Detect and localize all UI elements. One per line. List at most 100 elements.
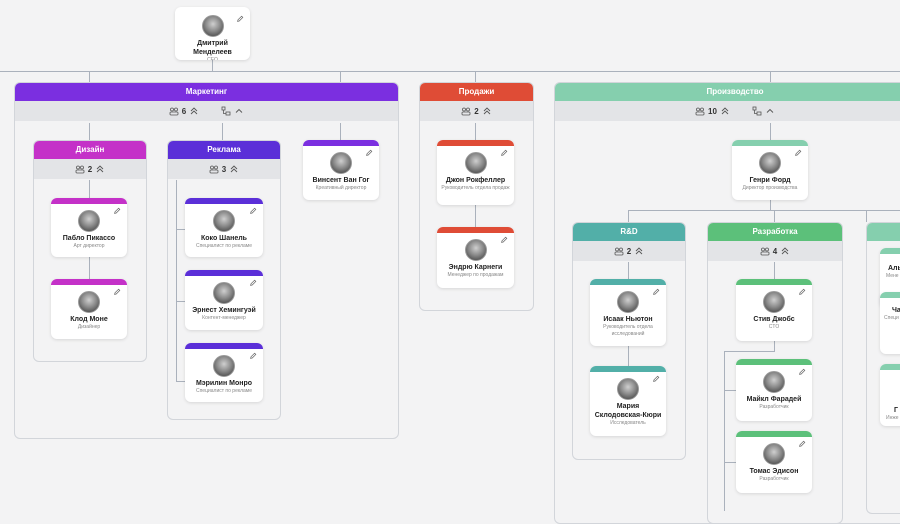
dept-header[interactable]: Реклама (168, 141, 280, 159)
employee-name: Мария Склодовская-Кюри (594, 403, 662, 419)
dept-header[interactable]: R&D (573, 223, 685, 241)
chevron-up-icon[interactable] (234, 106, 244, 116)
dept-header[interactable] (867, 223, 900, 241)
employee-role: Специалист по рекламе (195, 243, 253, 249)
avatar (759, 152, 781, 174)
avatar (617, 378, 639, 400)
employee-role: CTO (768, 324, 780, 330)
employee-name: Ча (892, 307, 900, 314)
avatar (763, 443, 785, 465)
dept-title: R&D (620, 227, 638, 236)
employee-name: Стив Джобс (753, 316, 795, 323)
employee-role: Контент-менеджер (202, 315, 246, 321)
members-count[interactable]: 10 (695, 106, 730, 116)
edit-pencil-icon[interactable] (365, 149, 373, 157)
employee-name: Томас Эдисон (749, 468, 799, 475)
collapse-double-chevron-icon[interactable] (720, 106, 730, 116)
employee-name: Мэрилин Монро (195, 380, 253, 387)
employee-name: Джон Рокфеллер (445, 177, 506, 184)
employee-card[interactable]: Коко Шанель Специалист по рекламе (185, 198, 263, 257)
edit-pencil-icon[interactable] (500, 236, 508, 244)
avatar (464, 239, 487, 261)
edit-pencil-icon[interactable] (113, 288, 121, 296)
collapse-double-chevron-icon[interactable] (780, 246, 790, 256)
structure-toggle[interactable] (221, 106, 244, 116)
members-count[interactable]: 2 (461, 106, 491, 116)
collapse-double-chevron-icon[interactable] (189, 106, 199, 116)
edit-pencil-icon[interactable] (236, 15, 244, 23)
hierarchy-icon (752, 106, 762, 116)
edit-pencil-icon[interactable] (500, 149, 508, 157)
employee-name: Дмитрий Менделеев (193, 40, 232, 56)
team-icon (209, 164, 219, 174)
members-count[interactable]: 3 (209, 164, 239, 174)
dept-toolbar: 10 (555, 101, 900, 121)
edit-pencil-icon[interactable] (249, 279, 257, 287)
edit-pencil-icon[interactable] (794, 149, 802, 157)
edit-pencil-icon[interactable] (798, 368, 806, 376)
collapse-double-chevron-icon[interactable] (95, 164, 105, 174)
collapse-double-chevron-icon[interactable] (634, 246, 644, 256)
dept-header[interactable]: Производство (555, 83, 900, 101)
ceo-card[interactable]: Дмитрий Менделеев CEO (175, 7, 250, 60)
edit-pencil-icon[interactable] (798, 288, 806, 296)
dept-header[interactable]: Продажи (420, 83, 533, 101)
dept-toolbar: 3 (168, 159, 280, 179)
employee-card[interactable]: Стив Джобс CTO (736, 279, 812, 341)
structure-toggle[interactable] (752, 106, 775, 116)
employee-name: Генри Форд (749, 177, 791, 184)
employee-card[interactable]: Г Инже (880, 364, 900, 426)
employee-card[interactable]: Майкл Фарадей Разработчик (736, 359, 812, 421)
employee-role: Специ (884, 315, 899, 321)
edit-pencil-icon[interactable] (249, 207, 257, 215)
employee-role: Арт директор (73, 243, 105, 249)
employee-card[interactable]: Мэрилин Монро Специалист по рекламе (185, 343, 263, 402)
employee-card[interactable]: Томас Эдисон Разработчик (736, 431, 812, 493)
employee-card[interactable]: Клод Моне Дизайнер (51, 279, 127, 339)
edit-pencil-icon[interactable] (652, 288, 660, 296)
members-count[interactable]: 2 (614, 246, 644, 256)
avatar (213, 282, 235, 304)
count-value: 2 (87, 164, 93, 174)
dept-header[interactable]: Дизайн (34, 141, 146, 159)
avatar (201, 15, 224, 37)
members-count[interactable]: 6 (169, 106, 199, 116)
employee-name: Майкл Фарадей (746, 396, 802, 403)
edit-pencil-icon[interactable] (113, 207, 121, 215)
employee-card[interactable]: Эндрю Карнеги Менеджер по продажам (437, 227, 514, 288)
edit-pencil-icon[interactable] (652, 375, 660, 383)
employee-name: Клод Моне (70, 316, 108, 323)
employee-card[interactable]: Мария Склодовская-Кюри Исследователь (590, 366, 666, 436)
employee-role: Разработчик (759, 476, 789, 482)
employee-card[interactable]: Винсент Ван Гог Креативный директор (303, 140, 379, 200)
employee-role: Руководитель отдела продаж (441, 185, 510, 191)
dept-toolbar: 6 (15, 101, 398, 121)
collapse-double-chevron-icon[interactable] (482, 106, 492, 116)
employee-role: Креативный директор (315, 185, 367, 191)
employee-name: Аль (888, 265, 900, 272)
employee-card[interactable]: Ча Специ (880, 292, 900, 354)
employee-name: Эрнест Хемингуэй (192, 307, 256, 314)
dept-header[interactable]: Разработка (708, 223, 842, 241)
dept-header[interactable]: Маркетинг (15, 83, 398, 101)
collapse-double-chevron-icon[interactable] (229, 164, 239, 174)
team-icon (695, 106, 705, 116)
count-value: 2 (626, 246, 632, 256)
edit-pencil-icon[interactable] (798, 440, 806, 448)
members-count[interactable]: 4 (760, 246, 790, 256)
employee-card[interactable]: Генри Форд Директор производства (732, 140, 808, 200)
employee-card[interactable]: Эрнест Хемингуэй Контент-менеджер (185, 270, 263, 330)
avatar (213, 210, 235, 232)
employee-card[interactable]: Джон Рокфеллер Руководитель отдела прода… (437, 140, 514, 205)
employee-card[interactable]: Пабло Пикассо Арт директор (51, 198, 127, 257)
dept-toolbar: 4 (708, 241, 842, 261)
members-count[interactable]: 2 (75, 164, 105, 174)
hierarchy-icon (221, 106, 231, 116)
count-value: 10 (708, 106, 717, 116)
edit-pencil-icon[interactable] (249, 352, 257, 360)
chevron-up-icon[interactable] (765, 106, 775, 116)
avatar (617, 291, 639, 313)
count-value: 2 (474, 106, 479, 116)
employee-card[interactable]: Исаак Ньютон Руководитель отдела исследо… (590, 279, 666, 346)
employee-role: Директор производства (742, 185, 798, 191)
